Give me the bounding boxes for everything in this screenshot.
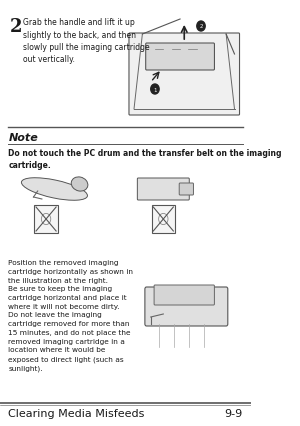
Text: Clearing Media Misfeeds: Clearing Media Misfeeds bbox=[8, 408, 145, 418]
FancyBboxPatch shape bbox=[146, 44, 214, 71]
Text: 9-9: 9-9 bbox=[225, 408, 243, 418]
FancyBboxPatch shape bbox=[137, 178, 189, 201]
FancyBboxPatch shape bbox=[145, 287, 228, 326]
Ellipse shape bbox=[21, 178, 88, 201]
Ellipse shape bbox=[71, 178, 88, 192]
Text: Note: Note bbox=[8, 132, 38, 143]
Circle shape bbox=[151, 85, 159, 95]
Text: 2: 2 bbox=[199, 24, 203, 29]
Text: 1: 1 bbox=[153, 87, 157, 92]
FancyBboxPatch shape bbox=[129, 34, 239, 116]
Text: Do not touch the PC drum and the transfer belt on the imaging
cartridge.: Do not touch the PC drum and the transfe… bbox=[8, 149, 282, 170]
Text: Grab the handle and lift it up
slightly to the back, and then
slowly pull the im: Grab the handle and lift it up slightly … bbox=[23, 18, 150, 64]
Bar bbox=[34, 205, 58, 233]
Text: 2: 2 bbox=[10, 18, 22, 36]
Text: Position the removed imaging
cartridge horizontally as shown in
the illustration: Position the removed imaging cartridge h… bbox=[8, 259, 134, 371]
FancyBboxPatch shape bbox=[179, 184, 194, 196]
FancyBboxPatch shape bbox=[154, 285, 214, 305]
Circle shape bbox=[197, 22, 205, 32]
Bar bbox=[152, 205, 175, 233]
